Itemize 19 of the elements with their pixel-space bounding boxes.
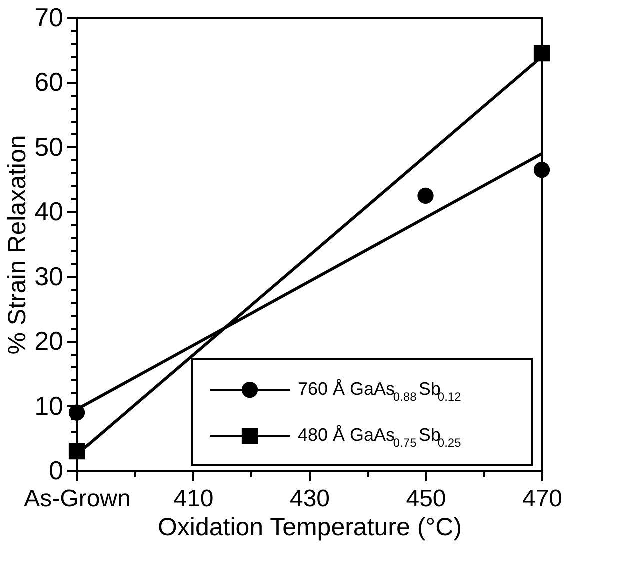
y-tick-label: 0 xyxy=(49,456,64,486)
y-tick-label: 60 xyxy=(34,67,64,98)
point xyxy=(418,188,434,204)
y-tick-label: 20 xyxy=(34,326,64,356)
x-tick-label: 470 xyxy=(522,486,563,512)
point xyxy=(68,444,86,460)
x-tick-label: 430 xyxy=(290,486,330,512)
y-tick-label: 10 xyxy=(34,390,64,421)
point xyxy=(534,46,550,62)
y-tick-label: 50 xyxy=(34,132,64,162)
x-axis-title: Oxidation Temperature (°C) xyxy=(158,514,462,542)
y-tick-label: 40 xyxy=(34,196,64,227)
x-tick-label: As-Grown xyxy=(24,486,131,512)
y-tick-label: 70 xyxy=(34,2,64,32)
y-axis-title: % Strain Relaxation xyxy=(4,135,32,355)
point xyxy=(534,162,550,178)
y-tick-label: 30 xyxy=(34,261,64,292)
x-tick-label: 410 xyxy=(174,486,214,512)
x-tick-label: 450 xyxy=(406,486,446,512)
